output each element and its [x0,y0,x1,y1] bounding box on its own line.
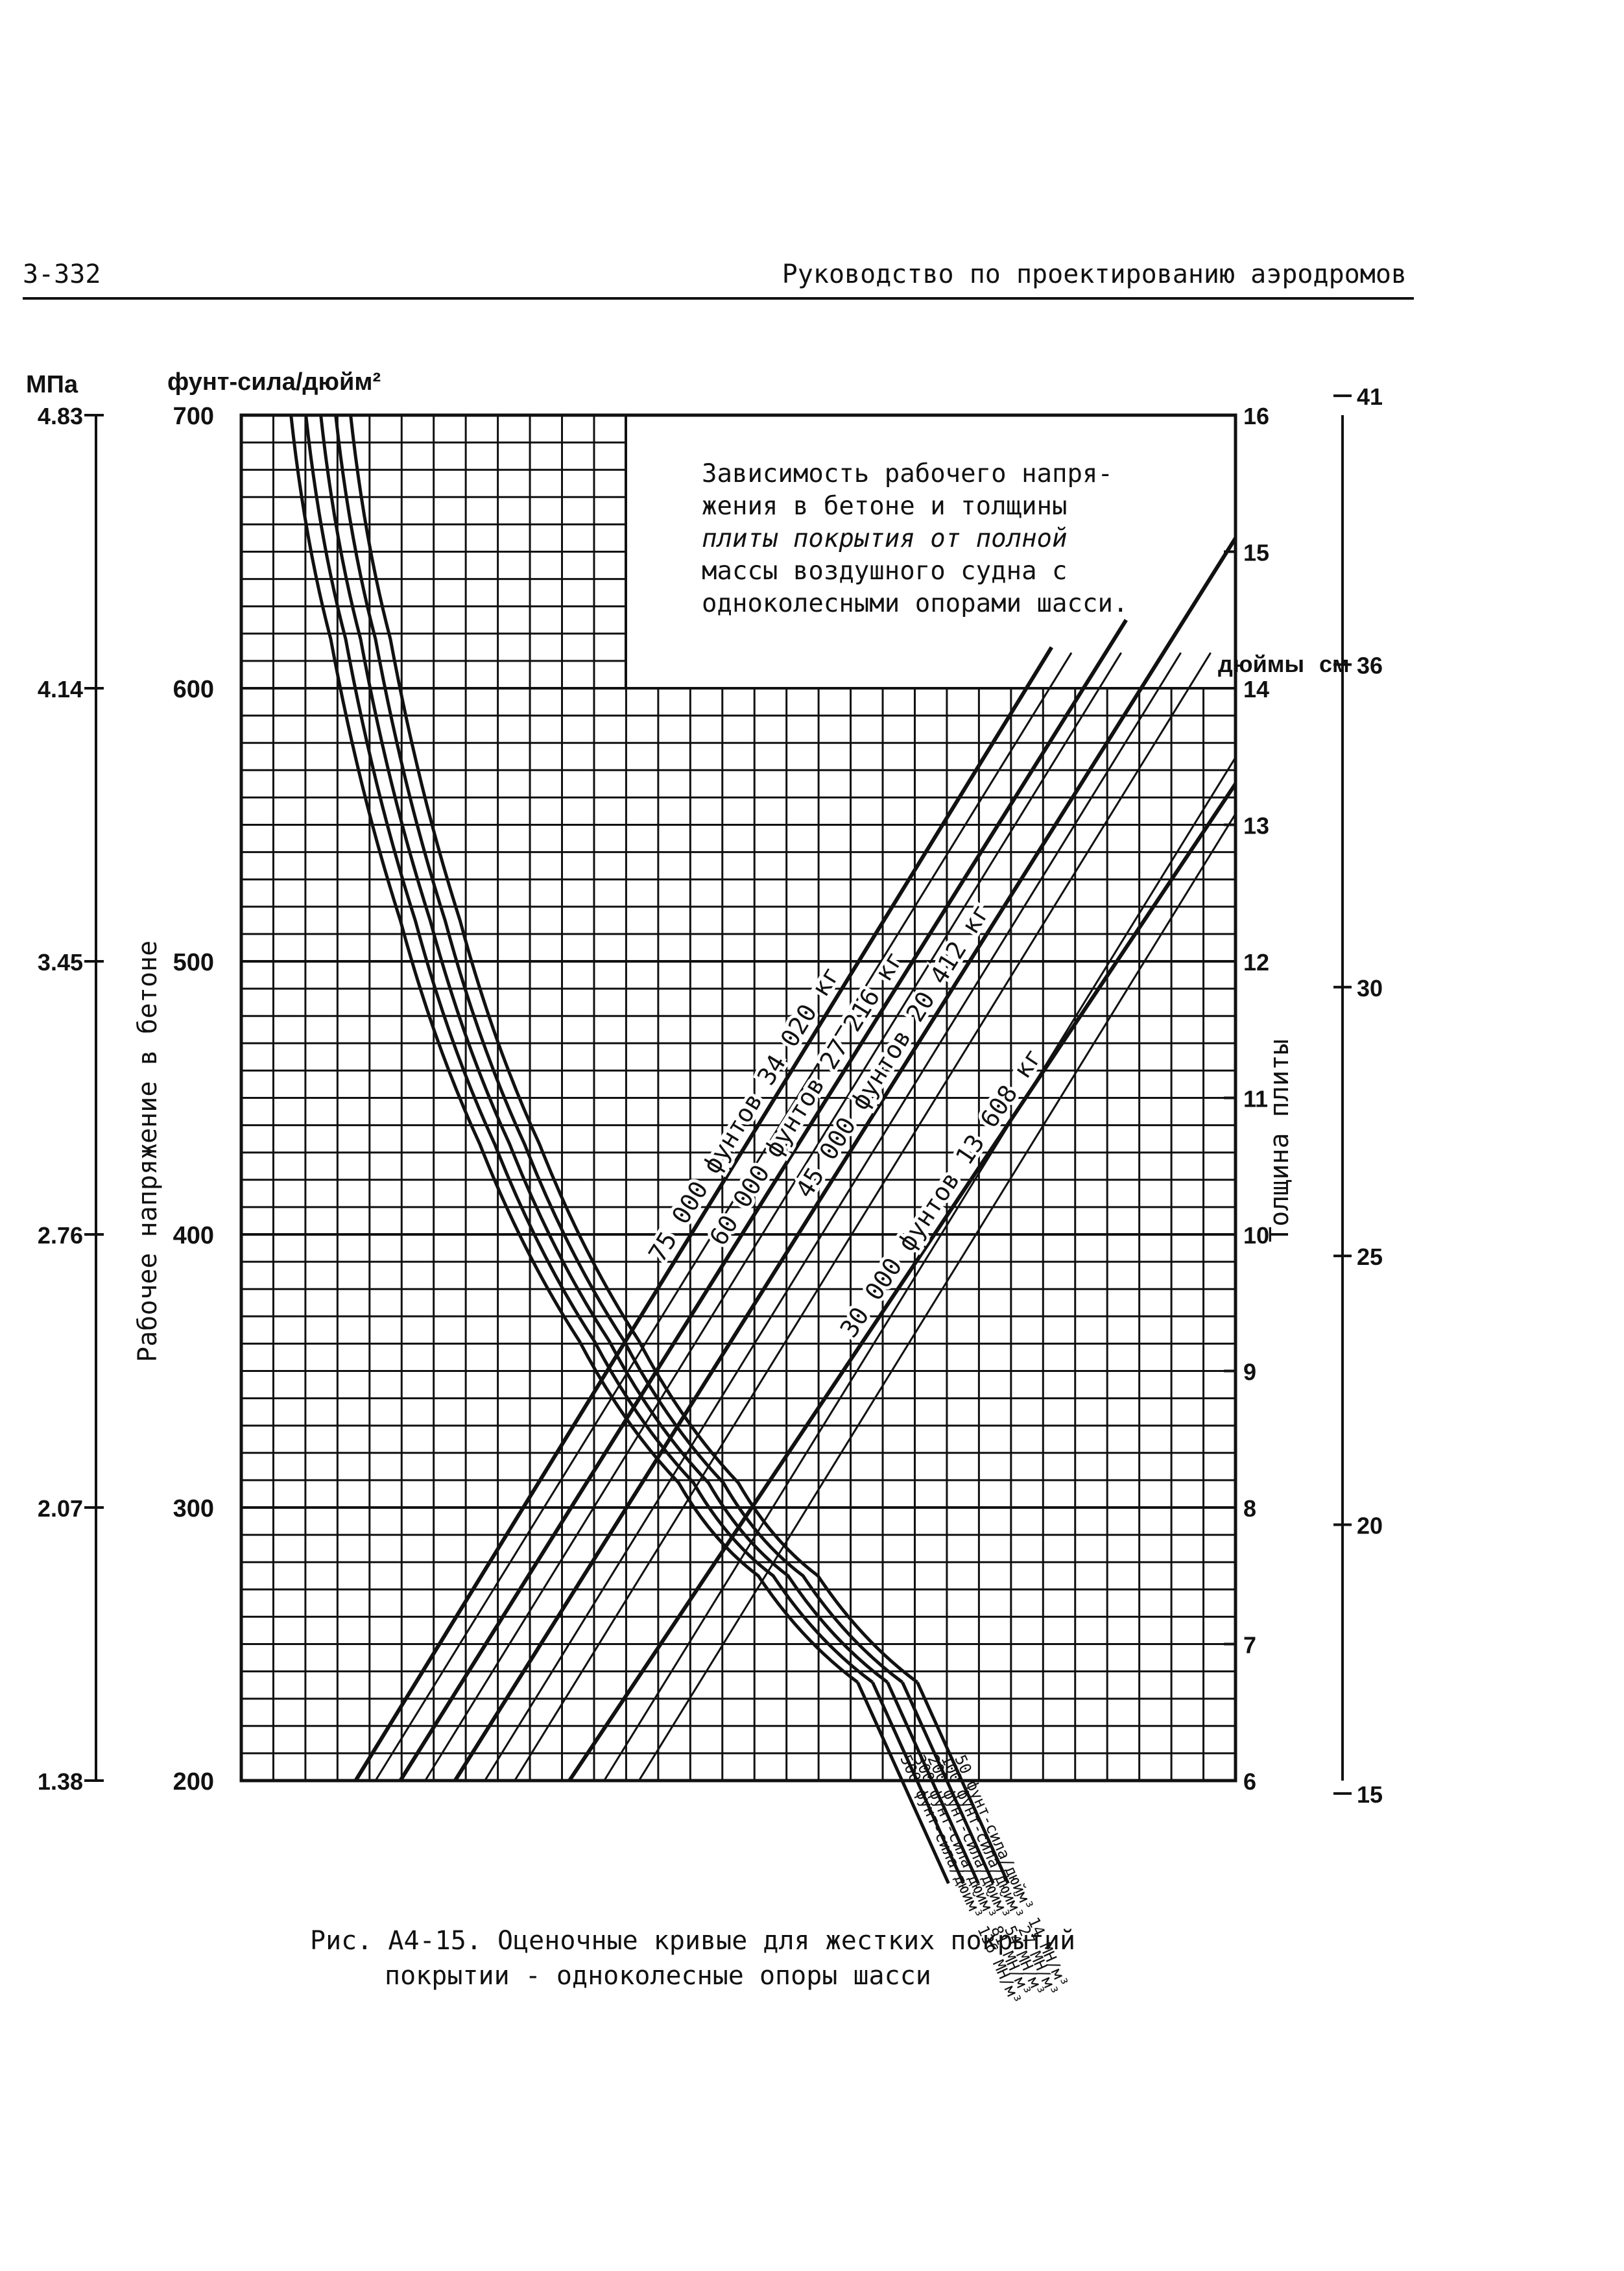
cm-tick-label: 30 [1357,975,1383,1002]
k-curve-tail [886,1681,980,1884]
weight-line [453,536,1237,1782]
reference-line [424,652,1122,1781]
inch-tick-label: 12 [1243,949,1269,976]
chart-axes: 200 300 400 500 600 700 1.38 2.07 2.76 3.45 4.14 4.… [38,383,1383,1808]
right-axis-title: Толщина плиты [1265,1039,1295,1242]
inch-tick-label: 7 [1243,1632,1256,1659]
chart-series [289,415,1237,1884]
inch-tick-label: 8 [1243,1495,1256,1522]
cm-axis-title: см [1319,651,1350,677]
k-curve-tail [871,1681,965,1884]
inch-tick-label: 6 [1243,1768,1256,1795]
running-title: Руководство по проектированию аэродромов [782,259,1407,289]
inch-tick-label: 10 [1243,1222,1269,1249]
weight-line [398,619,1128,1782]
chart-grid [241,414,1237,1781]
caption-line: Рис. А4-15. Оценочные кривые для жестких… [310,1926,1076,1956]
psi-tick-label: 600 [173,676,214,703]
mpa-tick-label: 2.76 [38,1222,83,1249]
k-curve [289,415,859,1684]
mpa-tick-label: 3.45 [38,949,83,976]
header-rule [23,297,1414,300]
caption-line: покрытии - одноколесные опоры шасси [385,1961,931,1991]
mpa-tick-label: 1.38 [38,1768,83,1795]
note-line: одноколесными опорами шасси. [702,589,1128,618]
weight-line [353,646,1053,1782]
note-box [625,414,1237,690]
page-number: 3-332 [23,259,101,289]
inch-tick-label: 15 [1243,540,1269,566]
k-curve-tail [856,1681,950,1884]
chart-note: Зависимость рабочего напря- жения в бето… [702,458,1227,620]
note-line: плиты покрытия от полной [702,524,1068,553]
mpa-tick-label: 2.07 [38,1495,83,1522]
psi-axis-title: фунт-сила/дюйм² [167,368,381,396]
cm-tick-label: 15 [1357,1781,1383,1808]
reference-line [514,652,1212,1781]
reference-line [638,813,1237,1781]
reference-line [603,756,1237,1781]
note-line: массы воздушного судна с [702,557,1068,586]
note-line: жения в бетоне и толщины [702,492,1068,521]
figure-caption: Рис. А4-15. Оценочные кривые для жестких… [310,1923,1075,1993]
k-curve [304,415,874,1684]
weight-line [567,782,1237,1782]
cm-tick-label: 41 [1357,383,1383,410]
mpa-tick-label: 4.83 [38,403,83,429]
psi-tick-label: 500 [173,949,214,976]
inch-tick-label: 11 [1243,1086,1268,1112]
inch-tick-label: 9 [1243,1359,1256,1386]
psi-tick-label: 200 [173,1768,214,1796]
reference-line [374,652,1073,1781]
reference-line [484,652,1182,1781]
mpa-axis-title: МПа [26,371,78,398]
k-curve [319,415,889,1684]
cm-tick-label: 20 [1357,1513,1383,1539]
k-curve [334,415,903,1684]
left-axis-title: Рабочее напряжение в бетоне [133,940,163,1362]
inch-tick-label: 16 [1243,403,1269,429]
cm-tick-label: 36 [1357,653,1383,679]
inch-tick-label: 13 [1243,813,1269,839]
mpa-tick-label: 4.14 [38,676,83,703]
psi-tick-label: 700 [173,403,214,430]
k-curve-tail [916,1681,1010,1884]
cm-tick-label: 25 [1357,1244,1383,1270]
psi-tick-label: 400 [173,1222,214,1249]
inch-axis-title: дюймы [1218,651,1305,677]
inch-tick-label: 14 [1243,676,1269,703]
k-curve [349,415,918,1684]
psi-tick-label: 300 [173,1495,214,1522]
note-line: Зависимость рабочего напря- [702,459,1113,488]
k-curve-tail [901,1681,995,1884]
